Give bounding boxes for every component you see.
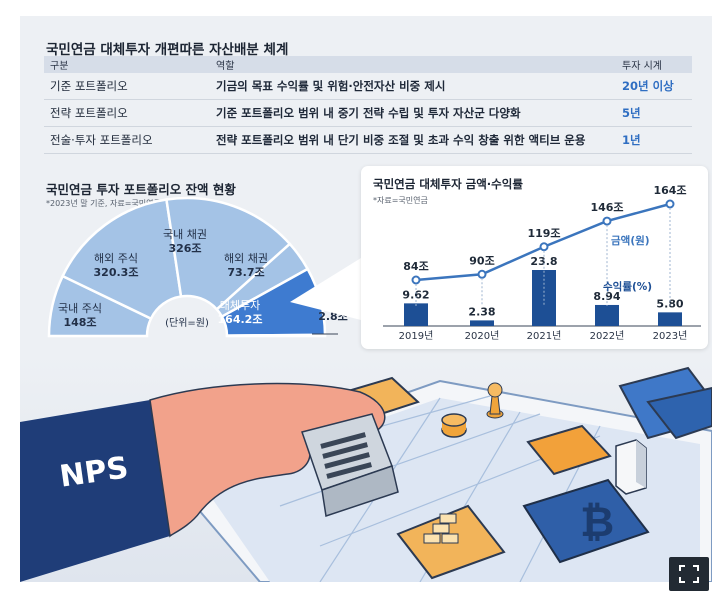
return-bar: [532, 270, 556, 326]
x-tick-label: 2021년: [527, 330, 562, 342]
pie-note: *2023년 말 기준, 자료=국민연금: [46, 199, 161, 208]
allocation-table: 구분 역할 투자 시계 기준 포트폴리오 기금의 목표 수익률 및 위험·안전자…: [44, 56, 692, 154]
x-tick-label: 2019년: [399, 330, 434, 342]
row-name: 전략 포트폴리오: [44, 99, 210, 127]
header-horizon: 투자 시계: [616, 56, 692, 73]
row-name: 기준 포트폴리오: [44, 73, 210, 100]
table-row: 전술·투자 포트폴리오 전략 포트폴리오 범위 내 단기 비중 조절 및 초과 …: [44, 126, 692, 154]
return-bar: [658, 312, 682, 326]
amount-point: [665, 199, 675, 209]
pie-slice: [225, 333, 327, 338]
header-category: 구분: [44, 56, 210, 73]
sleeve: NPS: [20, 400, 170, 582]
fullscreen-icon: [679, 565, 699, 583]
bitcoin-tile: ₿: [522, 478, 650, 564]
row-role: 전략 포트폴리오 범위 내 단기 비중 조절 및 초과 수익 창출 위한 액티브…: [210, 126, 616, 154]
x-tick-label: 2022년: [590, 330, 625, 342]
table-header-row: 구분 역할 투자 시계: [44, 56, 692, 73]
amount-label: 90조: [469, 254, 494, 267]
slice-value: 73.7조: [227, 266, 264, 279]
row-role: 기준 포트폴리오 범위 내 중기 전략 수립 및 투자 자산군 다양화: [210, 99, 616, 127]
pie-slice: [165, 196, 292, 312]
slice-label: 해외 채권: [224, 251, 268, 265]
slice-label: 국내 주식: [58, 302, 102, 315]
pie-slice: [61, 198, 183, 321]
legend-return: 수익률(%): [603, 281, 652, 293]
return-label: 9.62: [402, 288, 429, 301]
slice-label: 해외 주식: [94, 251, 138, 265]
amount-label: 119조: [527, 227, 560, 240]
amount-label: 84조: [403, 260, 428, 273]
return-bar: [595, 304, 619, 326]
return-label: 2.38: [468, 305, 495, 318]
unit-note: (단위=원): [165, 316, 209, 329]
amount-return-chart: 9.62 2019년 2.38 2020년 23.8 2021년 8.94 2022년 5.80…: [383, 184, 701, 342]
svg-text:₿: ₿: [580, 497, 614, 546]
slice-value: 148조: [63, 316, 96, 329]
pyramid-tile: [526, 424, 612, 476]
amount-label: 164조: [653, 184, 686, 197]
pie-title: 국민연금 투자 포트폴리오 잔액 현황: [46, 182, 236, 197]
slice-value: 164.2조: [218, 313, 263, 326]
return-label: 5.80: [656, 297, 683, 310]
amount-point: [411, 275, 421, 285]
illustration-board-game: ₿ NPS: [20, 356, 712, 582]
legend-amount: 금액(원): [611, 234, 650, 247]
return-bar: [470, 320, 494, 326]
slice-value: 320.3조: [94, 266, 139, 279]
game-pieces: [441, 382, 504, 438]
gold-bars-tile: [396, 504, 506, 580]
line-chart-title: 국민연금 대체투자 금액·수익률: [373, 177, 523, 191]
slice-label: 대체투자: [220, 299, 260, 312]
line-chart-card: 국민연금 대체투자 금액·수익률 *자료=국민연금 9.62 2019년 2.38 2…: [361, 166, 708, 349]
infographic: 국민연금 대체투자 개편따른 자산배분 체계 구분 역할 투자 시계 기준 포트…: [20, 16, 712, 582]
x-tick-label: 2020년: [465, 330, 500, 342]
row-horizon: 20년 이상: [616, 73, 692, 100]
row-name: 전술·투자 포트폴리오: [44, 126, 210, 154]
amount-point: [477, 269, 487, 279]
battery-box-piece: [301, 413, 399, 517]
slice-value: 326조: [168, 242, 201, 255]
callout-pointer: [290, 258, 361, 320]
building-piece: [615, 439, 647, 495]
row-horizon: 5년: [616, 99, 692, 127]
row-role: 기금의 목표 수익률 및 위험·안전자산 비중 제시: [210, 73, 616, 100]
return-bar: [404, 303, 428, 326]
table-title: 국민연금 대체투자 개편따른 자산배분 체계: [46, 42, 289, 58]
header-role: 역할: [210, 56, 616, 73]
amount-point: [539, 242, 549, 252]
return-label: 23.8: [530, 255, 557, 268]
x-tick-label: 2023년: [653, 330, 688, 342]
amount-point: [602, 216, 612, 226]
amount-label: 146조: [590, 201, 623, 214]
table-row: 전략 포트폴리오 기준 포트폴리오 범위 내 중기 전략 수립 및 투자 자산군…: [44, 99, 692, 127]
line-chart-note: *자료=국민연금: [373, 196, 428, 205]
return-label: 8.94: [593, 290, 620, 303]
blue-tiles: [618, 366, 712, 440]
table-row: 기준 포트폴리오 기금의 목표 수익률 및 위험·안전자산 비중 제시 20년 …: [44, 73, 692, 100]
row-horizon: 1년: [616, 126, 692, 154]
slice-label: 국내 채권: [163, 228, 207, 241]
expand-button[interactable]: [669, 557, 709, 591]
